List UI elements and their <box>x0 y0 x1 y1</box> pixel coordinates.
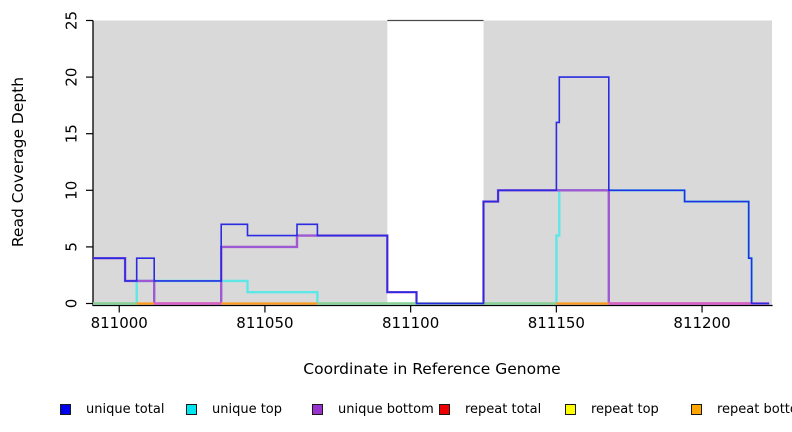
legend-label: unique total <box>86 401 165 417</box>
legend-item-unique-bottom: unique bottom <box>312 399 434 419</box>
x-tick-label: 811050 <box>236 314 293 332</box>
repeat-total-swatch-icon <box>439 403 450 415</box>
x-tick-label: 811150 <box>528 314 585 332</box>
legend-label: repeat top <box>591 401 659 417</box>
unique-total-swatch-icon <box>60 403 71 415</box>
y-tick-label: 10 <box>63 181 81 200</box>
x-axis-title: Coordinate in Reference Genome <box>303 360 561 378</box>
legend-item-repeat-top: repeat top <box>565 399 659 419</box>
y-tick-label: 20 <box>63 68 81 87</box>
unique-top-swatch-icon <box>186 403 197 415</box>
series-unique-total-line <box>93 76 770 305</box>
legend-item-repeat-total: repeat total <box>439 399 541 419</box>
shaded-region-1 <box>483 20 772 306</box>
y-tick-label: 5 <box>63 242 81 252</box>
y-tick-label: 0 <box>63 299 81 309</box>
y-tick-label: 25 <box>63 11 81 30</box>
x-tick-label: 811000 <box>91 314 148 332</box>
legend: unique total unique top unique bottom repea… <box>0 399 792 421</box>
y-axis-title: Read Coverage Depth <box>9 76 27 248</box>
legend-item-unique-total: unique total <box>60 399 164 419</box>
x-tick-label: 811200 <box>673 314 730 332</box>
legend-label: unique top <box>212 401 283 417</box>
legend-item-unique-top: unique top <box>186 399 282 419</box>
repeat-top-swatch-icon <box>565 403 576 415</box>
unique-bottom-swatch-icon <box>312 403 323 415</box>
x-tick-label: 811100 <box>382 314 439 332</box>
legend-label: unique bottom <box>338 401 434 417</box>
legend-label: repeat bottom <box>717 401 792 417</box>
legend-label: repeat total <box>465 401 542 417</box>
repeat-bottom-swatch-icon <box>691 403 702 415</box>
legend-item-repeat-bottom: repeat bottom <box>691 399 792 419</box>
y-tick-label: 15 <box>63 124 81 143</box>
